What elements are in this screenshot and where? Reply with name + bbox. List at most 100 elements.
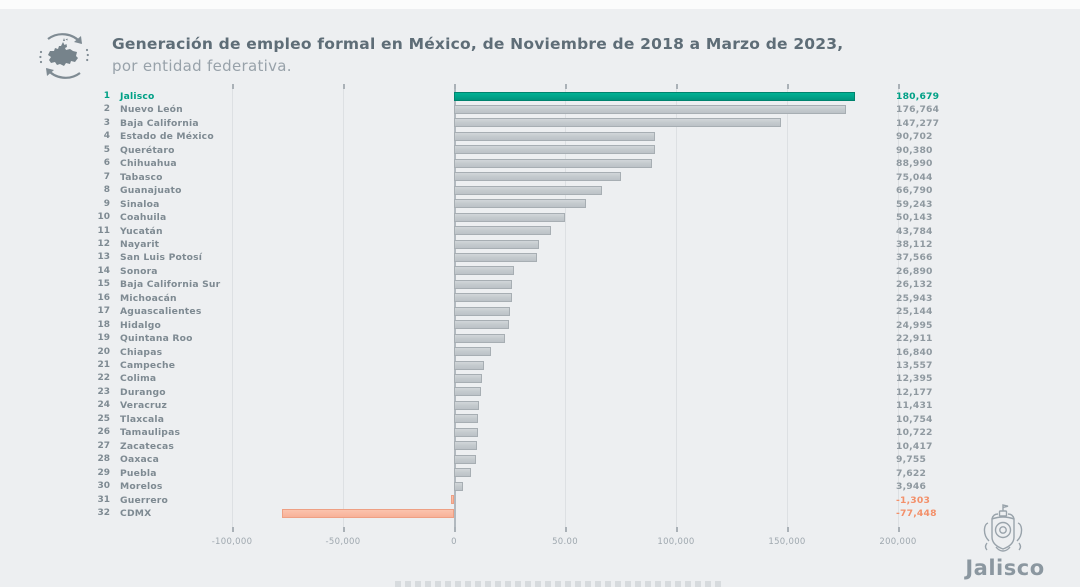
value-label: 50,143 bbox=[896, 212, 933, 224]
state-label: Zacatecas bbox=[120, 440, 175, 452]
rank-label: 13 bbox=[97, 252, 110, 263]
cutoff-caption-fragment bbox=[395, 581, 725, 587]
table-row: 32 CDMX -77,448 bbox=[0, 507, 1080, 520]
value-label: 75,044 bbox=[896, 171, 933, 183]
rank-label: 12 bbox=[97, 238, 110, 249]
rank-label: 4 bbox=[103, 131, 110, 142]
rank-label: 27 bbox=[97, 440, 110, 451]
table-row: 2 Nuevo León 176,764 bbox=[0, 103, 1080, 116]
value-label: 88,990 bbox=[896, 158, 933, 170]
value-label: 26,132 bbox=[896, 279, 933, 291]
bar bbox=[454, 468, 471, 478]
table-row: 26 Tamaulipas 10,722 bbox=[0, 426, 1080, 439]
axis-tick bbox=[565, 84, 567, 89]
table-row: 12 Nayarit 38,112 bbox=[0, 238, 1080, 251]
bar bbox=[454, 400, 480, 410]
table-row: 28 Oaxaca 9,755 bbox=[0, 453, 1080, 466]
rank-label: 29 bbox=[97, 467, 110, 478]
state-label: Nayarit bbox=[120, 238, 160, 250]
bar bbox=[451, 495, 454, 505]
jalisco-coat-of-arms-icon bbox=[972, 503, 1034, 561]
value-label: -77,448 bbox=[896, 507, 937, 519]
axis-tick-label: 0 bbox=[451, 537, 457, 547]
bar bbox=[454, 239, 539, 249]
bar bbox=[454, 131, 656, 141]
gridline bbox=[898, 88, 899, 532]
rank-label: 6 bbox=[103, 158, 110, 169]
axis-tick bbox=[454, 527, 456, 532]
table-row: 31 Guerrero -1,303 bbox=[0, 494, 1080, 507]
rank-label: 10 bbox=[97, 212, 110, 223]
rank-label: 26 bbox=[97, 427, 110, 438]
rank-label: 8 bbox=[103, 185, 110, 196]
bar bbox=[454, 145, 655, 155]
value-label: 9,755 bbox=[896, 454, 927, 466]
table-row: 11 Yucatán 43,784 bbox=[0, 225, 1080, 238]
value-label: 37,566 bbox=[896, 252, 933, 264]
state-label: Campeche bbox=[120, 360, 176, 371]
table-row: 16 Michoacán 25,943 bbox=[0, 292, 1080, 305]
bar bbox=[454, 185, 603, 195]
gridline bbox=[232, 88, 233, 532]
axis-tick bbox=[454, 84, 456, 89]
bar bbox=[454, 374, 482, 384]
rank-label: 11 bbox=[97, 225, 110, 236]
state-label: Aguascalientes bbox=[120, 306, 202, 318]
rank-label: 14 bbox=[97, 265, 110, 276]
rank-label: 22 bbox=[97, 373, 110, 384]
state-label: Querétaro bbox=[120, 144, 175, 156]
bar bbox=[454, 158, 652, 168]
state-label: Chiapas bbox=[120, 346, 163, 358]
rank-label: 9 bbox=[103, 198, 110, 209]
bar bbox=[282, 508, 454, 518]
rank-label: 23 bbox=[97, 386, 110, 397]
table-row: 15 Baja California Sur 26,132 bbox=[0, 278, 1080, 291]
bar bbox=[454, 320, 510, 330]
chart-header: Generación de empleo formal en México, d… bbox=[112, 33, 843, 77]
value-label: 90,702 bbox=[896, 131, 933, 143]
jalisco-wordmark: Jalisco bbox=[965, 556, 1045, 580]
table-row: 3 Baja California 147,277 bbox=[0, 117, 1080, 130]
bar bbox=[454, 360, 485, 370]
state-label: Durango bbox=[120, 386, 166, 398]
value-label: 90,380 bbox=[896, 144, 933, 156]
axis-tick-label: -100,000 bbox=[211, 537, 253, 547]
state-label: San Luis Potosí bbox=[120, 252, 203, 264]
state-label: Colima bbox=[120, 373, 157, 385]
bar bbox=[454, 199, 586, 209]
axis-tick bbox=[676, 84, 678, 89]
table-row: 4 Estado de México 90,702 bbox=[0, 130, 1080, 143]
value-label: 176,764 bbox=[896, 104, 940, 116]
rank-label: 1 bbox=[103, 91, 110, 101]
bar bbox=[454, 226, 552, 236]
rank-label: 20 bbox=[97, 346, 110, 357]
rank-label: 28 bbox=[97, 454, 110, 465]
rank-label: 7 bbox=[103, 171, 110, 182]
rank-label: 30 bbox=[97, 481, 110, 492]
value-label: 10,722 bbox=[896, 427, 933, 439]
table-row: 8 Guanajuato 66,790 bbox=[0, 184, 1080, 197]
state-label: Hidalgo bbox=[120, 319, 162, 331]
state-label: CDMX bbox=[120, 507, 152, 519]
state-label: Tlaxcala bbox=[120, 413, 165, 425]
state-label: Baja California Sur bbox=[120, 279, 221, 291]
value-label: 24,995 bbox=[896, 319, 933, 331]
bar bbox=[454, 293, 512, 303]
bar bbox=[454, 105, 847, 115]
axis-tick bbox=[343, 84, 345, 89]
rank-label: 25 bbox=[97, 413, 110, 424]
axis-tick bbox=[787, 527, 789, 532]
value-label: 16,840 bbox=[896, 346, 933, 358]
rank-label: 31 bbox=[97, 494, 110, 505]
table-row: 14 Sonora 26,890 bbox=[0, 265, 1080, 278]
value-label: 12,395 bbox=[896, 373, 933, 385]
table-row: 7 Tabasco 75,044 bbox=[0, 171, 1080, 184]
value-label: 59,243 bbox=[896, 198, 933, 210]
state-label: Sonora bbox=[120, 265, 158, 277]
axis-tick-label: 50.00 bbox=[552, 537, 578, 547]
axis-tick-label: 150,000 bbox=[768, 537, 806, 547]
state-label: Tabasco bbox=[120, 171, 163, 183]
rank-label: 17 bbox=[97, 306, 110, 317]
bar bbox=[454, 427, 478, 437]
